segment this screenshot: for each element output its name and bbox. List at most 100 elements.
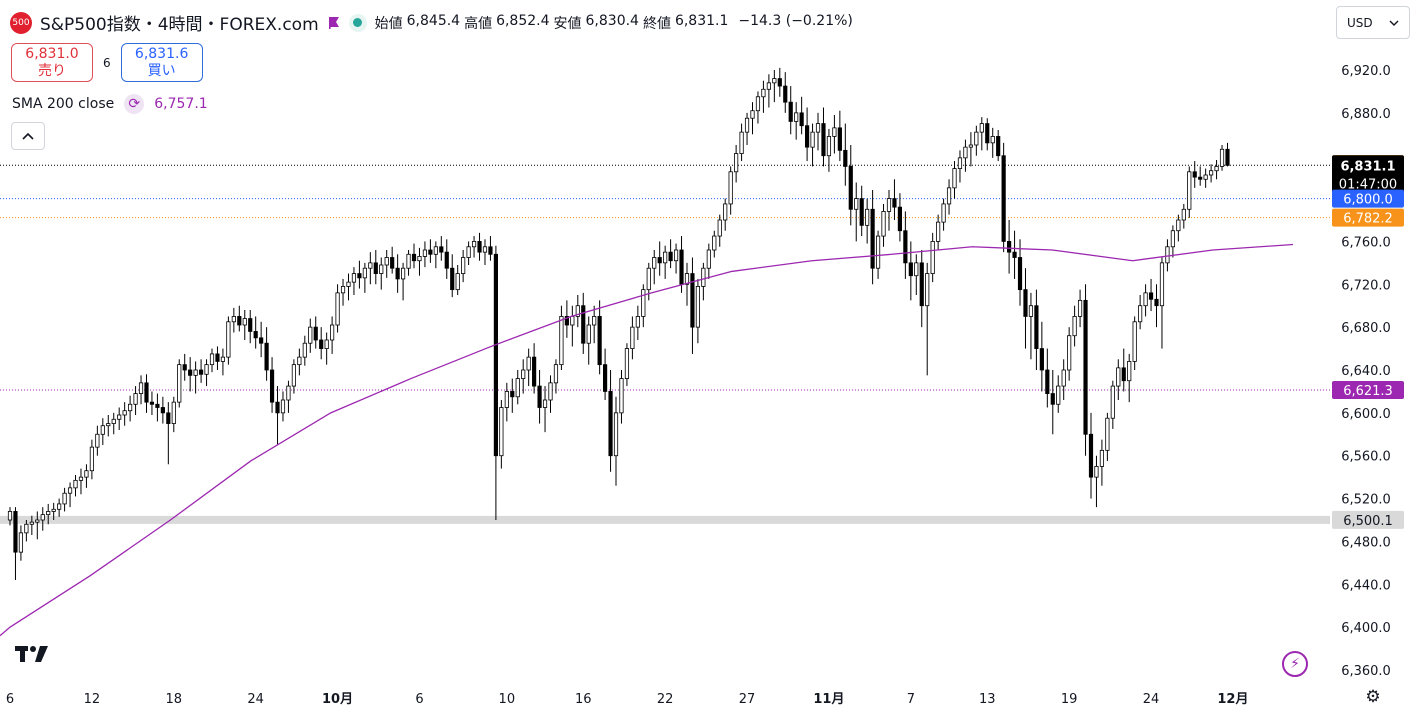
candle-body	[1050, 393, 1055, 405]
symbol-title[interactable]: S&P500指数・4時間・FOREX.com	[40, 15, 319, 35]
candle	[1148, 278, 1154, 312]
candle	[914, 254, 919, 295]
candle-body	[1045, 369, 1050, 394]
x-tick-label: 18	[166, 692, 183, 707]
candle-body	[226, 321, 231, 358]
candle	[537, 370, 542, 424]
candle	[1001, 142, 1006, 253]
candle	[1198, 166, 1203, 186]
candle-body	[504, 391, 509, 408]
price-tags-layer: 6,832.16,831.101:47:006,800.06,782.26,62…	[1332, 155, 1404, 529]
sma-line	[0, 243, 1294, 637]
candle-body	[231, 316, 236, 323]
close-value: 6,831.1	[674, 12, 729, 29]
collapse-legend-button[interactable]	[11, 122, 45, 150]
candle-body	[968, 144, 973, 148]
candle	[996, 130, 1001, 162]
candle	[755, 91, 761, 124]
candle-body	[646, 267, 651, 291]
candle	[133, 386, 138, 415]
candle	[155, 393, 160, 422]
candle-body	[619, 378, 624, 414]
tradingview-logo-icon	[15, 646, 48, 662]
candle	[1017, 239, 1023, 306]
lightning-icon[interactable]: ⚡	[1282, 651, 1308, 677]
candle-body	[362, 267, 367, 279]
candle	[346, 273, 351, 301]
flag-icon[interactable]	[327, 16, 341, 30]
candle	[18, 525, 24, 561]
candle	[794, 102, 799, 140]
candle-body	[766, 82, 771, 90]
sma-layer	[0, 243, 1294, 637]
sell-button[interactable]: 6,831.0 売り	[11, 43, 93, 82]
candle	[248, 310, 253, 344]
market-status-dot-icon	[348, 13, 367, 32]
settings-icon[interactable]: ⚙	[1365, 687, 1381, 707]
candle-body	[1209, 170, 1214, 176]
candle-body	[1187, 171, 1192, 210]
close-label: 終値	[642, 15, 671, 32]
candle-body	[717, 219, 722, 237]
candle	[1023, 268, 1028, 349]
candle	[1094, 455, 1099, 508]
sma-settings-icon[interactable]: ⟳	[124, 94, 145, 114]
candle-body	[1154, 298, 1159, 307]
tradingview-logo[interactable]	[14, 643, 52, 671]
candle	[974, 125, 979, 156]
candle-body	[908, 262, 913, 277]
candle-body	[422, 249, 428, 257]
candle	[1056, 375, 1061, 413]
candle	[417, 247, 422, 276]
x-tick-label: 22	[657, 692, 674, 707]
candle	[455, 265, 460, 295]
candle-body	[941, 203, 946, 223]
candle	[673, 243, 679, 274]
ohlc-values: 始値 6,845.4 高値 6,852.4 安値 6,830.4 終値 6,831.1 …	[375, 13, 853, 33]
low-label: 安値	[553, 15, 582, 32]
candle	[504, 382, 509, 422]
candle	[117, 407, 122, 430]
candle	[362, 262, 367, 293]
candle	[652, 250, 657, 285]
candle	[35, 511, 40, 540]
candle	[701, 262, 706, 301]
candle-body	[400, 267, 406, 280]
symbol-badge[interactable]: 500	[10, 11, 32, 34]
candle-body	[712, 235, 717, 251]
candle	[482, 239, 488, 265]
x-tick-label: 6	[6, 692, 14, 707]
candle-body	[1138, 305, 1143, 323]
candle	[772, 70, 777, 103]
candle-body	[673, 249, 679, 262]
candle-body	[411, 253, 417, 262]
candle-body	[193, 369, 198, 376]
candle-body	[198, 369, 204, 375]
candle	[832, 115, 837, 154]
candles-layer	[7, 67, 1230, 580]
support-band-layer	[0, 515, 1330, 524]
candle	[1176, 214, 1181, 242]
candle	[521, 359, 526, 394]
candle-body	[62, 492, 67, 505]
y-axis[interactable]: 6,920.0 6,880.0 6,800.0 6,760.0 6,720.0 6,680…	[1341, 64, 1391, 679]
candle-body	[564, 316, 569, 326]
candle	[865, 198, 870, 244]
candle	[1110, 380, 1115, 429]
candle	[357, 260, 362, 289]
currency-select[interactable]: USD	[1336, 6, 1410, 39]
buy-button[interactable]: 6,831.6 買い	[120, 43, 203, 82]
candle-body	[581, 305, 586, 344]
candle	[188, 357, 193, 392]
candle	[826, 128, 832, 172]
candle-body	[248, 318, 253, 332]
candle	[1099, 439, 1105, 486]
price-tag-label: 6,831.1	[1340, 159, 1395, 174]
candle-body	[996, 136, 1001, 157]
x-axis[interactable]: 6 12 18 24 10月 6 10 16 22 27 11月 7 13 19 24 12月	[6, 692, 1249, 707]
indicator-legend[interactable]: SMA 200 close ⟳ 6,757.1	[12, 94, 208, 114]
candle-body	[750, 110, 755, 119]
candle-body	[1219, 148, 1225, 167]
candle	[515, 370, 520, 405]
